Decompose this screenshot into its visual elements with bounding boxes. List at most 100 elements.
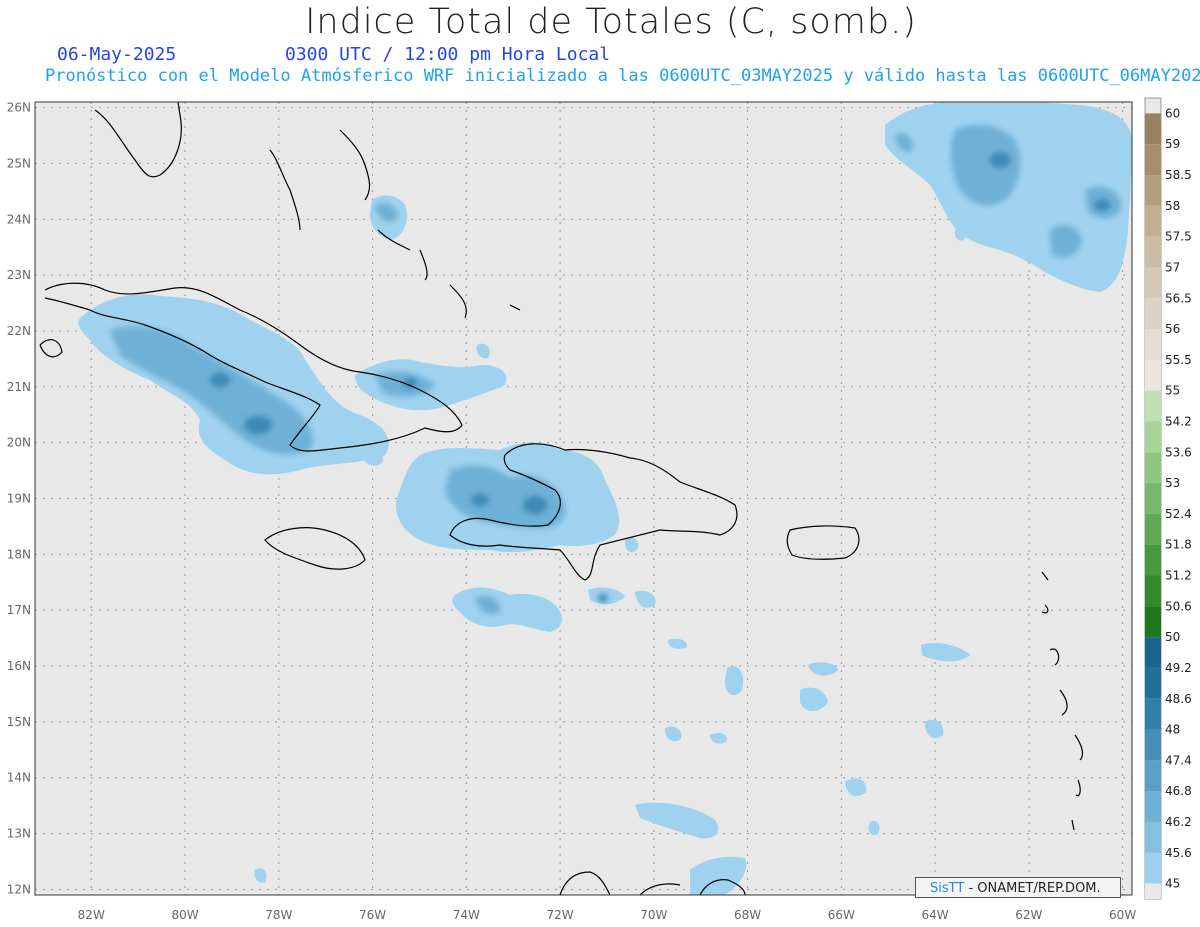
colorbar-swatch: [1145, 729, 1161, 761]
colorbar-swatch: [1145, 421, 1161, 453]
lesser-antilles: [1041, 571, 1084, 831]
puerto-rico-coast: [786, 525, 860, 560]
colorbar-swatch: [1145, 698, 1161, 730]
valid-time: 0300 UTC / 12:00 pm Hora Local: [285, 44, 611, 65]
venezuela-coast: [559, 871, 746, 895]
colorbar-label: 51.2: [1165, 569, 1192, 583]
colorbar-swatch: [1145, 667, 1161, 699]
colorbar-swatch: [1145, 483, 1161, 514]
map-title: Indice Total de Totales (C, somb.): [305, 2, 917, 42]
lat-tick-label: 18N: [7, 547, 31, 561]
colorbar-swatch: [1145, 298, 1161, 330]
colorbar-swatch: [1145, 329, 1161, 360]
florida-coast: [94, 102, 182, 178]
colorbar-swatch: [1145, 267, 1161, 299]
colorbar-label: 48: [1165, 723, 1180, 737]
colorbar-label: 45.6: [1165, 846, 1192, 860]
colorbar-swatch: [1145, 205, 1161, 237]
lat-tick-label: 26N: [7, 101, 31, 115]
colorbar-label: 58.5: [1165, 168, 1192, 182]
lon-tick-label: 60W: [1109, 908, 1136, 922]
venezuela-shading: [690, 856, 747, 895]
lat-tick-label: 20N: [7, 436, 31, 450]
colorbar-label: 53.6: [1165, 445, 1192, 459]
colorbar-label: 47.4: [1165, 753, 1192, 767]
lat-tick-label: 25N: [7, 156, 31, 170]
colorbar-label: 53: [1165, 476, 1180, 490]
lat-tick-label: 23N: [7, 268, 31, 282]
colorbar-swatch: [1145, 513, 1161, 545]
colorbar-label: 56.5: [1165, 291, 1192, 305]
lat-tick-label: 17N: [7, 603, 31, 617]
lat-tick-label: 14N: [7, 771, 31, 785]
colorbar-label: 57.5: [1165, 230, 1192, 244]
coastlines: [39, 102, 1084, 895]
lon-tick-label: 78W: [265, 908, 292, 922]
colorbar-label: 55: [1165, 384, 1180, 398]
lon-tick-label: 80W: [171, 908, 198, 922]
colorbar-swatch: [1145, 883, 1161, 899]
lon-tick-label: 72W: [546, 908, 573, 922]
colorbar-label: 52.4: [1165, 507, 1192, 521]
axis-labels: 26N 25N 24N 23N 22N 21N 20N 19N 18N 17N 16N 15N 14N 1…: [7, 101, 1137, 922]
colorbar-label: 58: [1165, 199, 1180, 213]
lat-tick-label: 13N: [7, 827, 31, 841]
colorbar-swatch: [1145, 236, 1161, 268]
lat-tick-label: 12N: [7, 882, 31, 896]
colorbar-label: 46.8: [1165, 784, 1192, 798]
cuba-coast: [39, 282, 463, 452]
colorbar-swatch: [1145, 544, 1161, 576]
colorbar-swatch: [1145, 575, 1161, 607]
colorbar-swatch: [1145, 852, 1161, 884]
lat-tick-label: 24N: [7, 212, 31, 226]
lat-tick-label: 15N: [7, 715, 31, 729]
colorbar-swatch: [1145, 637, 1161, 668]
lon-tick-label: 64W: [922, 908, 949, 922]
colorbar-swatch: [1145, 791, 1161, 822]
lat-tick-label: 21N: [7, 380, 31, 394]
colorbar-label: 59: [1165, 137, 1180, 151]
colorbar-label: 46.2: [1165, 815, 1192, 829]
hispaniola-coast: [449, 443, 738, 581]
colorbar-swatch: [1145, 821, 1161, 853]
colorbar-label: 60: [1165, 106, 1180, 120]
valid-date: 06-May-2025: [57, 44, 177, 65]
colorbar-swatch: [1145, 113, 1161, 145]
lat-tick-label: 19N: [7, 492, 31, 506]
colorbar-label: 56: [1165, 322, 1180, 336]
colorbar: 60 59 58.5 58 57.5 57 56.5 56 55.5 55 54.2 53.6 53 52…: [1144, 97, 1192, 900]
lon-tick-label: 66W: [828, 908, 855, 922]
colorbar-swatch: [1145, 760, 1161, 792]
colorbar-swatch: [1145, 606, 1161, 638]
colorbar-swatch: [1145, 144, 1161, 176]
credit-brand: SisTT: [930, 881, 965, 896]
colorbar-label: 50.6: [1165, 599, 1192, 613]
colorbar-label: 45: [1165, 877, 1180, 891]
colorbar-swatch: [1145, 359, 1161, 391]
lat-tick-label: 22N: [7, 324, 31, 338]
colorbar-label: 49.2: [1165, 661, 1192, 675]
lat-tick-label: 16N: [7, 659, 31, 673]
credit-box: SisTT - ONAMET/REP.DOM.: [915, 877, 1121, 898]
colorbar-label: 55.5: [1165, 353, 1192, 367]
colorbar-swatch: [1145, 452, 1161, 484]
lon-tick-label: 82W: [78, 908, 105, 922]
colorbar-label: 54.2: [1165, 414, 1192, 428]
lon-tick-label: 74W: [453, 908, 480, 922]
lon-tick-label: 62W: [1015, 908, 1042, 922]
colorbar-label: 48.6: [1165, 692, 1192, 706]
model-run-subtitle: Pronóstico con el Modelo Atmósferico WRF…: [45, 66, 1200, 86]
credit-text: - ONAMET/REP.DOM.: [968, 881, 1101, 896]
lon-tick-label: 76W: [359, 908, 386, 922]
lon-tick-label: 70W: [640, 908, 667, 922]
colorbar-label: 57: [1165, 260, 1180, 274]
shaded-areas: [78, 102, 1132, 895]
colorbar-swatch: [1145, 390, 1161, 422]
colorbar-swatch: [1145, 175, 1161, 206]
colorbar-label: 51.8: [1165, 538, 1192, 552]
bahamas-islands: [269, 129, 521, 319]
jamaica-coast: [264, 527, 366, 570]
colorbar-label: 50: [1165, 630, 1180, 644]
lon-tick-label: 68W: [734, 908, 761, 922]
